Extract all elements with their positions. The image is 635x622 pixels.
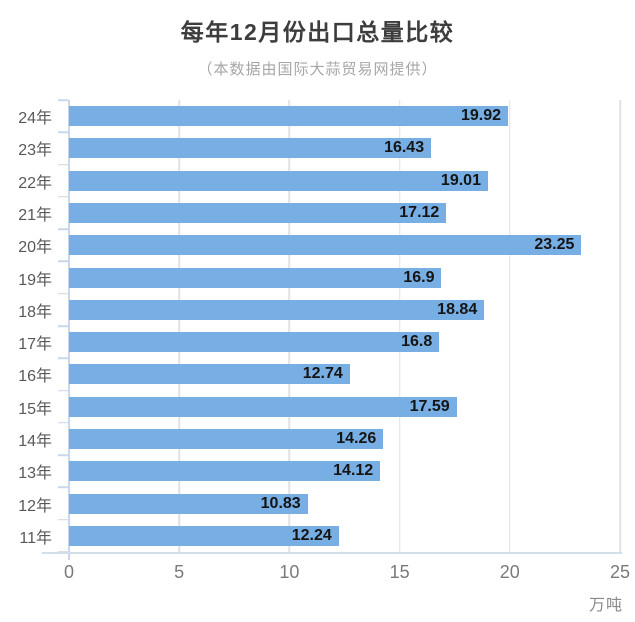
bar-value-label: 16.9 <box>403 268 435 286</box>
y-axis-tick <box>58 99 68 101</box>
x-axis-labels: 0 5 10 15 20 25 <box>64 562 630 586</box>
gridline <box>509 100 511 552</box>
bar-21年: 17.12 <box>69 202 447 223</box>
chart-title: 每年12月份出口总量比较 <box>180 19 455 45</box>
y-axis-label: 12年 <box>18 497 52 515</box>
y-axis-tick <box>58 228 68 230</box>
bar-row: 14.26 <box>69 423 620 455</box>
bar-value-label: 10.83 <box>260 494 301 512</box>
bar-value-label: 18.84 <box>437 300 478 318</box>
bar-value-label: 23.25 <box>534 236 575 254</box>
gridline <box>398 100 401 552</box>
y-axis-label: 24年 <box>18 110 52 128</box>
bar-value-label: 16.8 <box>401 333 433 351</box>
bar-value-label: 12.24 <box>291 526 332 544</box>
gridline <box>619 100 621 552</box>
bar-value-label: 17.59 <box>409 397 450 415</box>
y-axis-label: 18年 <box>18 303 52 321</box>
y-axis-label: 13年 <box>18 465 52 483</box>
bar-row: 17.59 <box>69 391 620 423</box>
y-axis-line <box>68 100 70 560</box>
bar-13年: 14.12 <box>69 461 381 482</box>
y-axis-labels: 24年 23年 22年 21年 20年 19年 18年 17年 16年 15年 14年 13年 12年 1… <box>0 100 52 552</box>
bar-value-label: 19.92 <box>460 107 502 125</box>
y-axis-tick <box>58 325 68 327</box>
y-axis-label: 17年 <box>18 336 52 354</box>
bar-15年: 17.59 <box>69 396 457 417</box>
y-axis-tick <box>58 486 68 489</box>
gridline-layer <box>69 100 621 552</box>
y-axis-tick <box>58 518 68 521</box>
y-axis-label: 11年 <box>19 529 52 547</box>
bar-20年: 23.25 <box>69 235 582 256</box>
y-axis-label: 20年 <box>18 239 52 257</box>
y-axis-tick <box>58 292 68 295</box>
bar-23年: 16.43 <box>69 138 432 159</box>
x-axis-tick-label: 25 <box>609 562 631 582</box>
gridline <box>178 100 180 552</box>
y-axis-tick <box>58 163 68 166</box>
bar-value-label: 14.12 <box>333 462 374 480</box>
bar-row: 12.24 <box>69 520 620 552</box>
chart-subtitle: （本数据由国际大蒜贸易网提供） <box>197 61 438 78</box>
x-axis-tick-label: 0 <box>63 562 75 582</box>
y-axis-tick <box>58 131 68 134</box>
bar-row: 18.84 <box>69 294 620 326</box>
y-axis-tick <box>58 260 68 263</box>
bar-row: 19.01 <box>69 165 620 197</box>
x-axis-tick-label: 15 <box>389 562 410 582</box>
bar-value-label: 16.43 <box>384 139 425 157</box>
bar-row: 12.74 <box>69 358 620 390</box>
bar-19年: 16.9 <box>69 267 442 288</box>
bar-row: 19.92 <box>69 100 620 132</box>
y-axis-label: 15年 <box>18 400 52 418</box>
x-axis-line <box>42 552 622 554</box>
bar-value-label: 19.01 <box>440 171 481 189</box>
gridline <box>288 100 291 552</box>
bar-row: 16.9 <box>69 261 620 293</box>
bar-row: 16.43 <box>69 132 620 164</box>
y-axis-tick <box>58 357 68 360</box>
x-axis-tick-label: 20 <box>499 562 520 582</box>
x-axis-tick-label: 5 <box>174 562 185 582</box>
x-axis-unit-label: 万吨 <box>588 597 623 614</box>
y-axis-label: 16年 <box>18 368 52 386</box>
bar-row: 16.8 <box>69 326 620 358</box>
bar-value-label: 14.26 <box>336 429 377 447</box>
y-axis-label: 23年 <box>18 142 52 160</box>
y-axis-tick-layer <box>58 99 68 553</box>
bar-17年: 16.8 <box>69 332 440 353</box>
y-axis-label: 21年 <box>18 206 52 224</box>
y-axis-label: 19年 <box>18 271 52 289</box>
x-axis-tick-label: 10 <box>279 562 300 582</box>
bar-22年: 19.01 <box>69 170 488 191</box>
y-axis-label: 14年 <box>18 432 52 450</box>
bar-11年: 12.24 <box>69 525 339 546</box>
y-axis-tick <box>58 454 68 456</box>
y-axis-tick <box>58 389 68 392</box>
bar-value-label: 12.74 <box>302 365 343 383</box>
bar-12年: 10.83 <box>69 493 308 514</box>
bars-layer: 19.92 16.43 19.01 17.12 23.25 16.9 18.84 16.8 12… <box>69 100 620 552</box>
bar-14年: 14.26 <box>69 428 384 449</box>
bar-18年: 18.84 <box>69 299 485 320</box>
bar-value-label: 17.12 <box>399 203 440 221</box>
bar-24年: 19.92 <box>69 106 509 127</box>
y-axis-tick <box>58 422 68 424</box>
y-axis-label: 22年 <box>18 174 52 192</box>
bar-row: 10.83 <box>69 487 620 519</box>
bar-row: 17.12 <box>69 197 620 229</box>
bar-row: 23.25 <box>69 229 620 261</box>
y-axis-tick <box>58 196 68 198</box>
bar-row: 14.12 <box>69 455 620 487</box>
bar-16年: 12.74 <box>69 364 350 385</box>
